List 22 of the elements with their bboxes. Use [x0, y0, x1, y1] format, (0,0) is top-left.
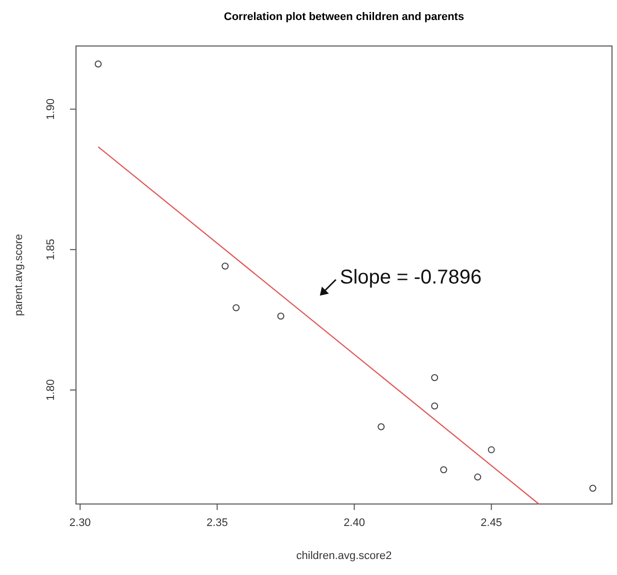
- x-tick-label: 2.30: [69, 517, 91, 529]
- x-tick-label: 2.40: [344, 517, 365, 529]
- point: [488, 446, 495, 454]
- point: [474, 474, 482, 481]
- point: [232, 304, 240, 312]
- point: [589, 484, 596, 492]
- y-tick-label: 1.85: [45, 238, 57, 260]
- chart-title: Correlation plot between children and parents: [224, 11, 464, 23]
- y-axis-title: parent.avg.score: [13, 234, 25, 316]
- x-tick-label: 2.45: [480, 517, 502, 529]
- y-tick-label: 1.90: [45, 98, 57, 120]
- point: [440, 466, 448, 474]
- point: [222, 262, 229, 270]
- point: [431, 402, 438, 410]
- point: [277, 312, 284, 320]
- x-axis-title: children.avg.score2: [296, 550, 392, 562]
- x-tick-label: 2.35: [206, 517, 228, 529]
- y-tick-label: 1.80: [45, 379, 57, 401]
- point: [431, 374, 438, 382]
- point: [378, 423, 385, 430]
- annotation: Slope = -0.7896: [340, 266, 482, 289]
- point: [94, 60, 102, 68]
